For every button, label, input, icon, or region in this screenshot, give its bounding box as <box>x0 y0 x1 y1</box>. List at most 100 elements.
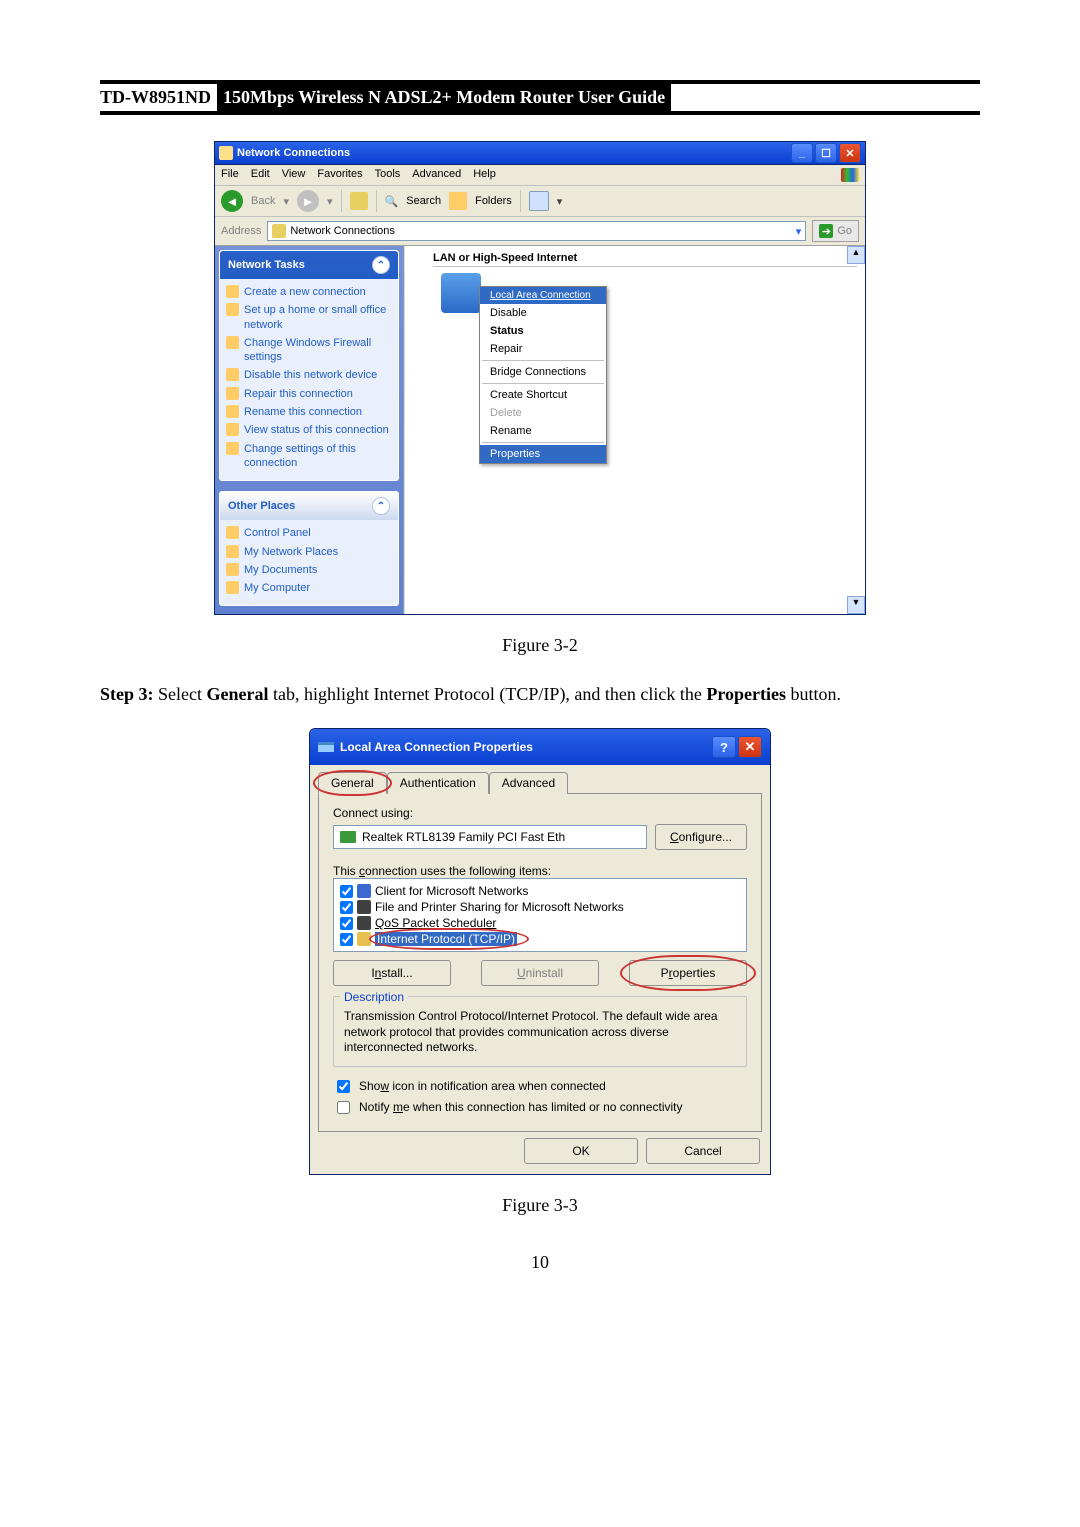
back-button[interactable]: ◄ <box>221 190 243 212</box>
titlebar: Network Connections _ ☐ ✕ <box>215 142 865 165</box>
sidebar: Network Tasks ⌃ Create a new connection … <box>215 246 404 614</box>
folders-label: Folders <box>475 195 512 207</box>
ok-button[interactable]: OK <box>524 1138 638 1164</box>
other-places-list: Control Panel My Network Places My Docum… <box>220 520 398 605</box>
help-button[interactable]: ? <box>712 736 736 758</box>
context-menu: Local Area Connection Disable Status Rep… <box>479 286 607 464</box>
go-button[interactable]: ➔ Go <box>812 220 859 242</box>
menu-tools[interactable]: Tools <box>375 168 401 182</box>
task-item[interactable]: View status of this connection <box>226 421 392 439</box>
menubar: File Edit View Favorites Tools Advanced … <box>215 165 865 186</box>
general-pane: Connect using: Realtek RTL8139 Family PC… <box>318 793 762 1132</box>
collapse-icon[interactable]: ⌃ <box>372 256 390 274</box>
network-tasks-panel: Network Tasks ⌃ Create a new connection … <box>219 250 399 481</box>
adapter-icon <box>340 831 356 843</box>
task-item[interactable]: Change settings of this connection <box>226 440 392 473</box>
place-item[interactable]: My Documents <box>226 561 392 579</box>
network-tasks-header[interactable]: Network Tasks ⌃ <box>220 251 398 279</box>
model-number: TD-W8951ND <box>100 87 211 107</box>
collapse-icon[interactable]: ⌃ <box>372 497 390 515</box>
ctx-shortcut[interactable]: Create Shortcut <box>480 386 606 404</box>
views-button[interactable] <box>529 191 549 211</box>
tab-authentication[interactable]: Authentication <box>387 772 489 794</box>
menu-favorites[interactable]: Favorites <box>317 168 362 182</box>
ctx-separator <box>482 442 604 443</box>
address-icon <box>272 224 286 238</box>
list-item[interactable]: QoS Packet Scheduler <box>340 915 740 931</box>
item-checkbox[interactable] <box>340 917 353 930</box>
figure-3-2-caption: Figure 3-2 <box>100 635 980 656</box>
windows-flag-icon <box>841 168 859 182</box>
task-item[interactable]: Set up a home or small office network <box>226 301 392 334</box>
ctx-properties[interactable]: Properties <box>480 445 606 463</box>
ctx-disable[interactable]: Disable <box>480 304 606 322</box>
notify-row[interactable]: Notify me when this connection has limit… <box>333 1098 747 1117</box>
menu-advanced[interactable]: Advanced <box>412 168 461 182</box>
lan-connection-icon[interactable] <box>441 273 481 313</box>
place-item[interactable]: Control Panel <box>226 524 392 542</box>
task-item[interactable]: Change Windows Firewall settings <box>226 334 392 367</box>
show-icon-checkbox[interactable] <box>337 1080 350 1093</box>
uninstall-button[interactable]: Uninstall <box>481 960 599 986</box>
notify-checkbox[interactable] <box>337 1101 350 1114</box>
cancel-button[interactable]: Cancel <box>646 1138 760 1164</box>
ctx-rename[interactable]: Rename <box>480 422 606 440</box>
tab-bar: General Authentication Advanced <box>310 765 770 793</box>
menu-edit[interactable]: Edit <box>251 168 270 182</box>
menu-help[interactable]: Help <box>473 168 496 182</box>
main-pane: ▲ LAN or High-Speed Internet Local Area … <box>404 246 865 614</box>
category-header: LAN or High-Speed Internet <box>433 252 857 267</box>
task-item[interactable]: Create a new connection <box>226 283 392 301</box>
task-item[interactable]: Disable this network device <box>226 366 392 384</box>
items-listbox[interactable]: Client for Microsoft Networks File and P… <box>333 878 747 952</box>
configure-button[interactable]: Configure... <box>655 824 747 850</box>
ctx-status[interactable]: Status <box>480 322 606 340</box>
items-label: This connection uses the following items… <box>333 864 747 878</box>
folders-icon[interactable] <box>449 192 467 210</box>
description-text: Transmission Control Protocol/Internet P… <box>344 1009 736 1056</box>
tab-advanced[interactable]: Advanced <box>489 772 568 794</box>
address-field[interactable]: Network Connections ▾ <box>267 221 806 241</box>
install-button[interactable]: Install... <box>333 960 451 986</box>
menu-view[interactable]: View <box>282 168 306 182</box>
list-item-tcpip[interactable]: Internet Protocol (TCP/IP) <box>340 931 740 947</box>
dialog-title: Local Area Connection Properties <box>340 740 533 754</box>
close-button[interactable]: ✕ <box>738 736 762 758</box>
item-checkbox[interactable] <box>340 933 353 946</box>
ctx-delete[interactable]: Delete <box>480 404 606 422</box>
toolbar: ◄ Back ▾ ► ▾ 🔍 Search Folders ▾ <box>215 186 865 217</box>
address-label: Address <box>221 225 261 237</box>
close-button[interactable]: ✕ <box>839 143 861 163</box>
item-checkbox[interactable] <box>340 901 353 914</box>
list-item[interactable]: Client for Microsoft Networks <box>340 883 740 899</box>
up-folder-icon[interactable] <box>350 192 368 210</box>
description-label: Description <box>340 990 408 1004</box>
task-item[interactable]: Repair this connection <box>226 385 392 403</box>
minimize-button[interactable]: _ <box>791 143 813 163</box>
forward-button[interactable]: ► <box>297 190 319 212</box>
other-places-header[interactable]: Other Places ⌃ <box>220 492 398 520</box>
dialog-icon <box>318 739 334 755</box>
place-item[interactable]: My Computer <box>226 579 392 597</box>
window-icon <box>219 146 233 160</box>
other-places-panel: Other Places ⌃ Control Panel My Network … <box>219 491 399 606</box>
search-button[interactable]: Search <box>406 195 441 207</box>
tab-general[interactable]: General <box>318 772 387 794</box>
doc-title: 150Mbps Wireless N ADSL2+ Modem Router U… <box>217 83 671 111</box>
dialog-footer: OK Cancel <box>310 1132 770 1174</box>
list-item[interactable]: File and Printer Sharing for Microsoft N… <box>340 899 740 915</box>
network-tasks-list: Create a new connection Set up a home or… <box>220 279 398 480</box>
scroll-up-button[interactable]: ▲ <box>847 246 865 264</box>
page-number: 10 <box>100 1252 980 1273</box>
menu-file[interactable]: File <box>221 168 239 182</box>
ctx-repair[interactable]: Repair <box>480 340 606 358</box>
address-bar: Address Network Connections ▾ ➔ Go <box>215 217 865 246</box>
task-item[interactable]: Rename this connection <box>226 403 392 421</box>
maximize-button[interactable]: ☐ <box>815 143 837 163</box>
ctx-bridge[interactable]: Bridge Connections <box>480 363 606 381</box>
place-item[interactable]: My Network Places <box>226 543 392 561</box>
show-icon-row[interactable]: Show icon in notification area when conn… <box>333 1077 747 1096</box>
item-checkbox[interactable] <box>340 885 353 898</box>
properties-button[interactable]: Properties <box>629 960 747 986</box>
scroll-down-button[interactable]: ▼ <box>847 596 865 614</box>
